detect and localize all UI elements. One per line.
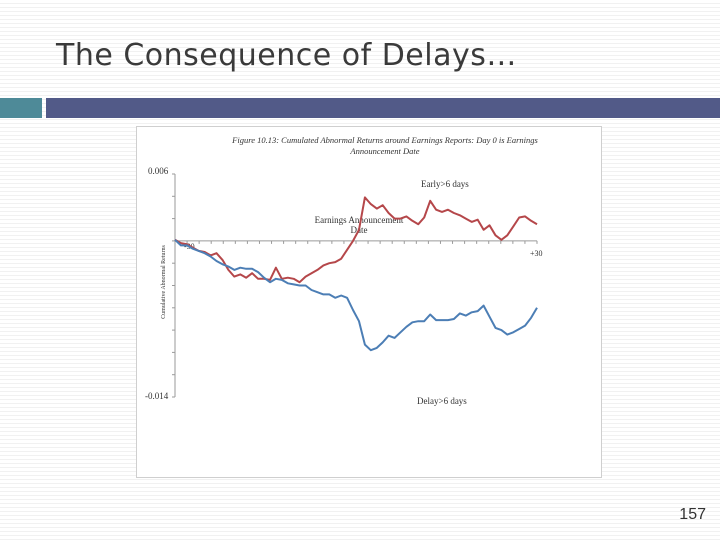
page-number: 157 (679, 506, 706, 523)
chart-title-line1: Figure 10.13: Cumulated Abnormal Returns… (231, 135, 538, 145)
y-axis-top-label: 0.006 (148, 166, 169, 176)
y-axis-title: Cumulative Abnormal Returns (161, 245, 167, 319)
series-label-delay: Delay>6 days (417, 396, 467, 406)
slide-title: The Consequence of Delays… (56, 38, 517, 73)
series-line-delay (174, 239, 538, 352)
series-label-early: Early>6 days (421, 179, 469, 189)
y-axis-bottom-label: -0.014 (145, 391, 169, 401)
chart-figure: Figure 10.13: Cumulated Abnormal Returns… (136, 126, 602, 478)
series-line-early (174, 196, 538, 284)
accent-bar-navy (46, 98, 720, 118)
annotation-line1: Earnings Announcement (315, 215, 404, 225)
chart-title-line2: Announcement Date (349, 146, 419, 156)
chart-svg: Figure 10.13: Cumulated Abnormal Returns… (145, 135, 543, 406)
accent-bar-teal (0, 98, 42, 118)
x-axis-right-label: +30 (530, 249, 543, 258)
